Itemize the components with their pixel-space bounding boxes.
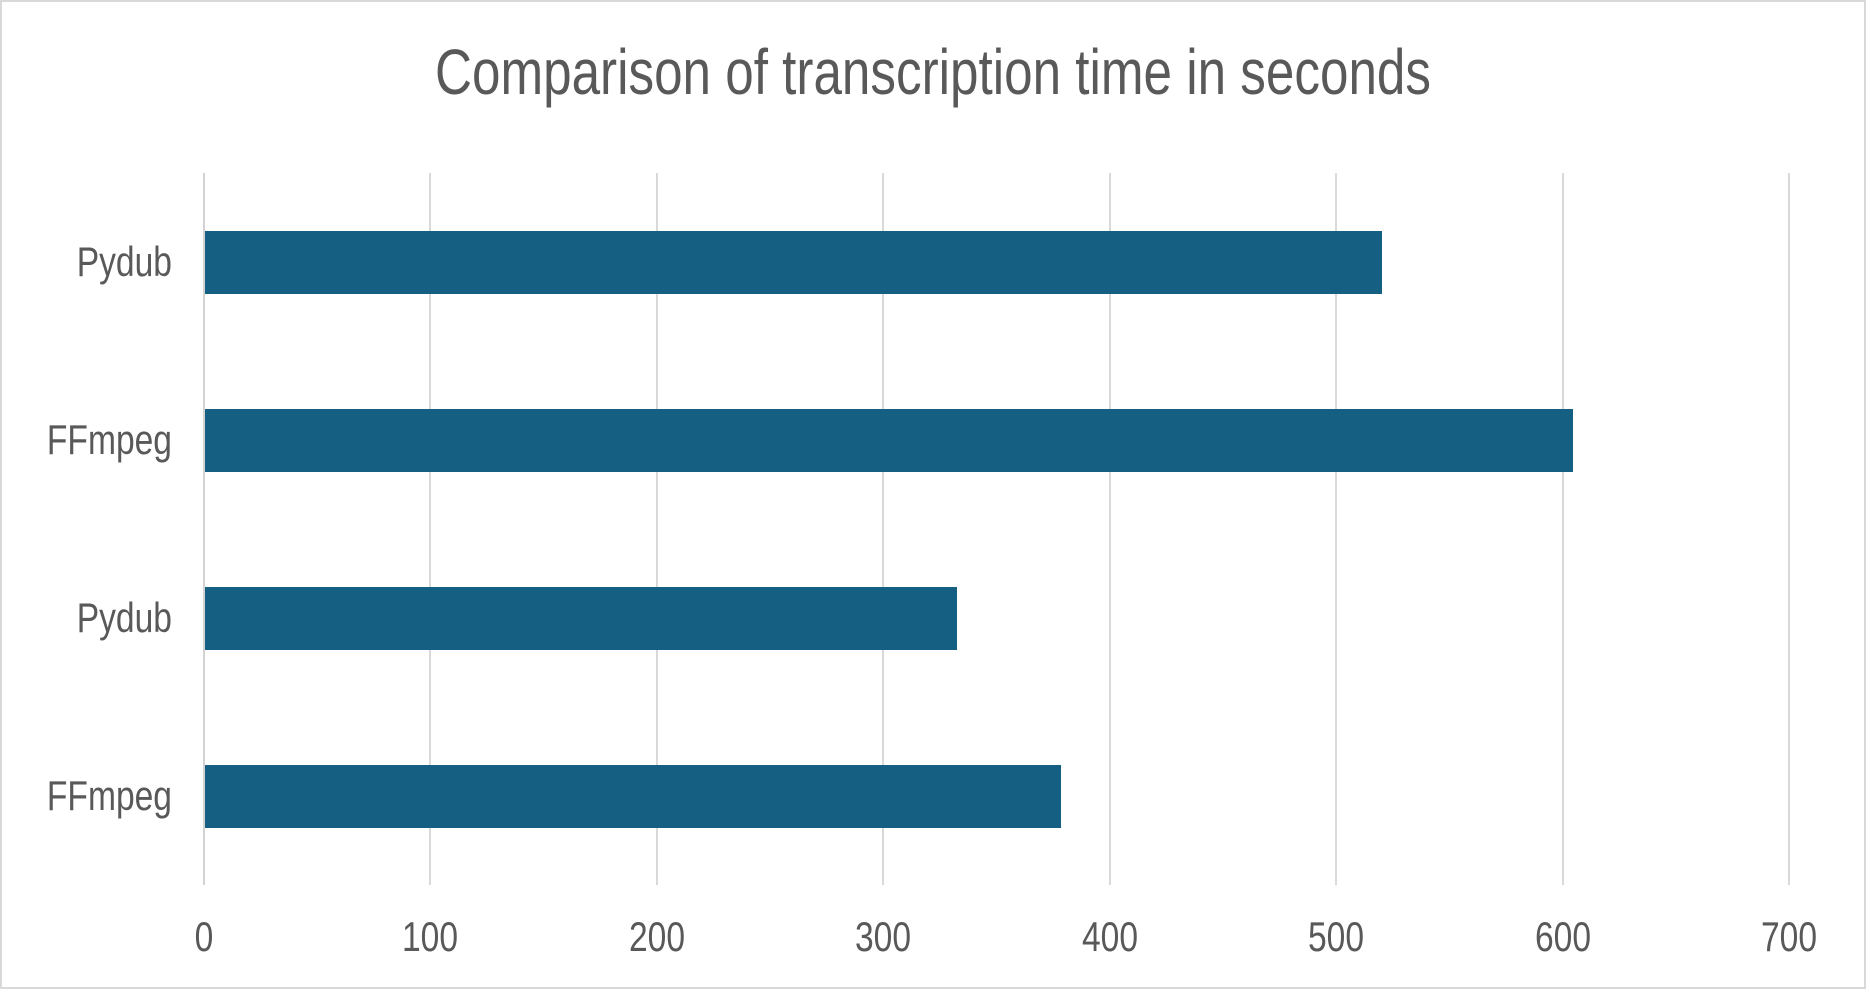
category-label: FFmpeg bbox=[46, 772, 172, 819]
chart-title: Comparison of transcription time in seco… bbox=[435, 36, 1431, 108]
x-tick-label: 700 bbox=[1760, 913, 1818, 960]
x-tick-label: 200 bbox=[628, 913, 685, 960]
gridline bbox=[429, 173, 432, 885]
category-label: Pydub bbox=[76, 238, 172, 285]
gridline bbox=[882, 173, 885, 885]
category-label: FFmpeg bbox=[46, 416, 172, 463]
x-tick-label: 400 bbox=[1081, 913, 1138, 960]
bar-pydub-2 bbox=[205, 586, 957, 650]
gridline bbox=[1108, 173, 1111, 885]
bar-ffmpeg-1 bbox=[205, 408, 1573, 472]
category-label: Pydub bbox=[76, 594, 172, 641]
bar-ffmpeg-3 bbox=[205, 764, 1061, 828]
x-tick-label: 300 bbox=[855, 913, 912, 960]
gridline bbox=[1561, 173, 1564, 885]
x-tick-label: 0 bbox=[194, 913, 214, 960]
x-tick-label: 500 bbox=[1308, 913, 1365, 960]
bar-pydub-0 bbox=[205, 230, 1383, 294]
value-axis-line bbox=[203, 173, 205, 885]
x-tick-label: 600 bbox=[1534, 913, 1591, 960]
gridline bbox=[1788, 173, 1790, 885]
x-tick-label: 100 bbox=[402, 913, 459, 960]
gridline bbox=[655, 173, 658, 885]
gridline bbox=[1335, 173, 1338, 885]
